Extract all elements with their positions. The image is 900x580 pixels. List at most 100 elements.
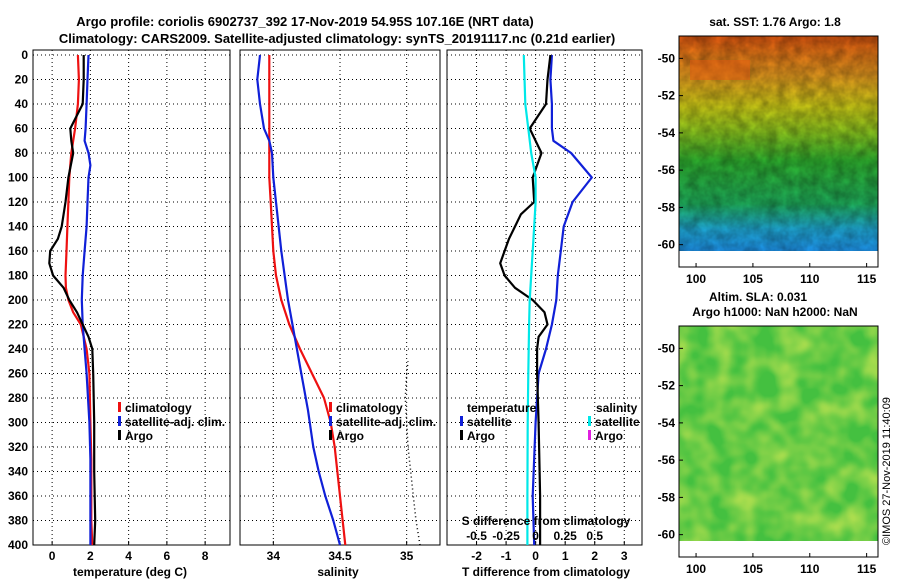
depth-tick-label: 60 xyxy=(15,122,29,136)
map-y-tick-label: -60 xyxy=(658,528,676,542)
series-line-salinity-satellite xyxy=(522,54,537,545)
map-x-tick-label: 105 xyxy=(743,562,763,576)
figure-title-line2: Climatology: CARS2009. Satellite-adjuste… xyxy=(59,31,615,46)
temperature-axes-box xyxy=(32,49,231,546)
depth-tick-label: 220 xyxy=(8,318,28,332)
map-x-tick-label: 110 xyxy=(800,562,820,576)
map-y-tick-label: -58 xyxy=(658,200,676,214)
altimetry-map-frame xyxy=(678,325,879,558)
map-x-tick-label: 115 xyxy=(857,272,877,286)
x-tick-label: 0 xyxy=(49,549,56,563)
depth-tick-label: 260 xyxy=(8,367,28,381)
map-y-tick-label: -56 xyxy=(658,163,676,177)
depth-tick-label: 80 xyxy=(15,146,29,160)
altimetry-map-texture xyxy=(679,326,878,541)
map-y-tick-label: -52 xyxy=(658,379,676,393)
legend-argo-swatch xyxy=(329,430,332,440)
difference-series xyxy=(499,54,593,546)
legend-argo-label: Argo xyxy=(125,429,153,443)
legend-climatology-label: climatology xyxy=(336,401,403,415)
series-line-argo xyxy=(404,361,421,546)
depth-tick-label: 120 xyxy=(8,195,28,209)
salinity-xlabel: salinity xyxy=(317,565,359,579)
depth-tick-label: 340 xyxy=(8,465,28,479)
map-y-tick-label: -54 xyxy=(658,126,676,140)
x-tick-label: 6 xyxy=(164,549,171,563)
series-line-climatology xyxy=(268,55,347,546)
top-tick-label: 0.5 xyxy=(586,529,603,543)
depth-tick-label: 280 xyxy=(8,391,28,405)
map-y-tick-label: -56 xyxy=(658,453,676,467)
legend-s-satellite-swatch xyxy=(588,416,591,426)
x-tick-label: 35 xyxy=(400,549,414,563)
sst-warm-patch xyxy=(690,60,750,80)
temperature-panel: 0204060801001201401601802002202402602803… xyxy=(8,48,231,579)
map-y-tick-label: -60 xyxy=(658,238,676,252)
map-x-tick-label: 100 xyxy=(686,562,706,576)
temperature-legend: climatology satellite-adj. clim. Argo xyxy=(118,401,225,443)
salinity-series xyxy=(256,54,421,546)
depth-tick-label: 20 xyxy=(15,73,29,87)
figure-title-line1: Argo profile: coriolis 6902737_392 17-No… xyxy=(76,14,533,29)
depth-tick-label: 40 xyxy=(15,97,29,111)
x-tick-label: 4 xyxy=(125,549,132,563)
sst-map-title: sat. SST: 1.76 Argo: 1.8 xyxy=(709,15,841,29)
depth-tick-label: 320 xyxy=(8,440,28,454)
sst-map-panel: sat. SST: 1.76 Argo: 1.8 100 105 110 115 -50… xyxy=(658,15,879,286)
s-difference-tick-labels: -0.5 -0.25 0 0.25 0.5 xyxy=(466,529,603,543)
legend-t-argo-label: Argo xyxy=(467,429,495,443)
difference-grid xyxy=(447,50,642,546)
depth-tick-label: 140 xyxy=(8,220,28,234)
legend-argo-label: Argo xyxy=(336,429,364,443)
altimetry-map-title-line2: Argo h1000: NaN h2000: NaN xyxy=(692,305,857,319)
map-x-tick-label: 100 xyxy=(686,272,706,286)
x-tick-label: -1 xyxy=(501,549,512,563)
legend-s-argo-swatch xyxy=(588,430,591,440)
temperature-series xyxy=(48,54,97,546)
depth-tick-label: 400 xyxy=(8,538,28,552)
depth-tick-label: 300 xyxy=(8,416,28,430)
legend-satellite-label: satellite-adj. clim. xyxy=(336,415,436,429)
depth-tick-label: 160 xyxy=(8,244,28,258)
altimetry-map-panel: Altim. SLA: 0.031 Argo h1000: NaN h2000:… xyxy=(658,290,879,576)
x-tick-label: 34.5 xyxy=(328,549,352,563)
temperature-xlabel: temperature (deg C) xyxy=(73,565,187,579)
map-x-tick-label: 105 xyxy=(743,272,763,286)
s-difference-xlabel: S difference from climatology xyxy=(462,514,631,528)
legend-climatology-swatch xyxy=(118,402,121,412)
difference-panel: -2 -1 0 1 2 3 -0.5 -0.25 0 0.25 0.5 S difference … xyxy=(446,49,643,579)
legend-satellite-swatch xyxy=(118,416,121,426)
sst-map-frame xyxy=(678,35,879,268)
legend-satellite-label: satellite-adj. clim. xyxy=(125,415,225,429)
depth-tick-label: 240 xyxy=(8,342,28,356)
copyright-footer: ©IMOS 27-Nov-2019 11:40:09 xyxy=(881,397,893,545)
legend-s-argo-label: Argo xyxy=(595,429,623,443)
top-tick-label: -0.25 xyxy=(492,529,520,543)
t-difference-xlabel: T difference from climatology xyxy=(462,565,630,579)
series-line-satellite-adj-clim- xyxy=(256,54,342,546)
legend-s-satellite-label: satellite xyxy=(595,415,640,429)
top-tick-label: -0.5 xyxy=(466,529,487,543)
altimetry-map-title-line1: Altim. SLA: 0.031 xyxy=(709,290,807,304)
legend-climatology-swatch xyxy=(329,402,332,412)
temperature-tick-labels: 0 2 4 6 8 xyxy=(49,549,209,563)
legend-argo-swatch xyxy=(118,430,121,440)
salinity-tick-labels: 34 34.5 35 xyxy=(267,549,414,563)
legend-salinity-header: salinity xyxy=(596,401,638,415)
x-tick-label: 3 xyxy=(621,549,628,563)
depth-tick-label: 0 xyxy=(21,48,28,62)
depth-tick-label: 200 xyxy=(8,293,28,307)
legend-t-argo-swatch xyxy=(460,430,463,440)
x-tick-label: 8 xyxy=(202,549,209,563)
series-line-temperature-argo xyxy=(499,54,552,545)
legend-t-satellite-swatch xyxy=(460,416,463,426)
depth-tick-labels: 0 20 40 60 80 100 120 140 160 180 200 220 240 260 280 3… xyxy=(8,48,28,552)
legend-t-satellite-label: satellite xyxy=(467,415,512,429)
depth-tick-label: 380 xyxy=(8,514,28,528)
legend-satellite-swatch xyxy=(329,416,332,426)
x-tick-label: 1 xyxy=(562,549,569,563)
series-line-satellite-adj-clim- xyxy=(80,54,92,545)
legend-climatology-label: climatology xyxy=(125,401,192,415)
map-y-tick-label: -52 xyxy=(658,89,676,103)
depth-tick-label: 360 xyxy=(8,489,28,503)
